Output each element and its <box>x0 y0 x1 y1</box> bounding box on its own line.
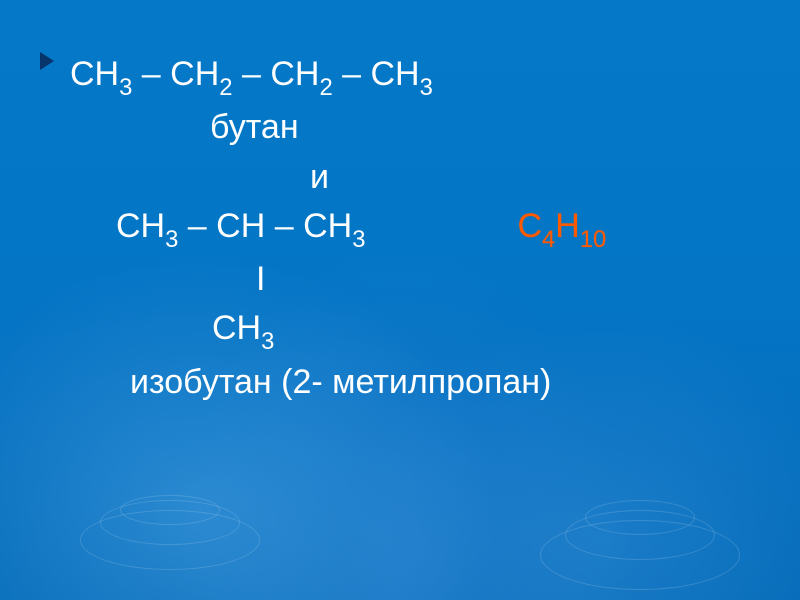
decorative-ripple <box>585 500 695 535</box>
formula-substituent: СН3 <box>212 304 760 357</box>
conjunction-and: и <box>310 153 760 202</box>
formula-butane: СН3 – СН2 – СН2 – СН3 <box>70 50 760 103</box>
molecular-formula: С4Н10 <box>517 207 606 252</box>
bullet-icon <box>40 52 54 70</box>
name-butane: бутан <box>210 103 760 152</box>
bond-line: I <box>256 255 760 304</box>
formula-row-isobutane: СН3 – СН – СН3 С4Н10 <box>70 202 760 255</box>
name-isobutane: изобутан (2- метилпропан) <box>130 358 760 407</box>
decorative-ripple <box>120 495 220 525</box>
slide-content: СН3 – СН2 – СН2 – СН3 бутан и СН3 – СН –… <box>0 0 800 447</box>
formula-isobutane-main: СН3 – СН – СН3 <box>116 202 365 255</box>
